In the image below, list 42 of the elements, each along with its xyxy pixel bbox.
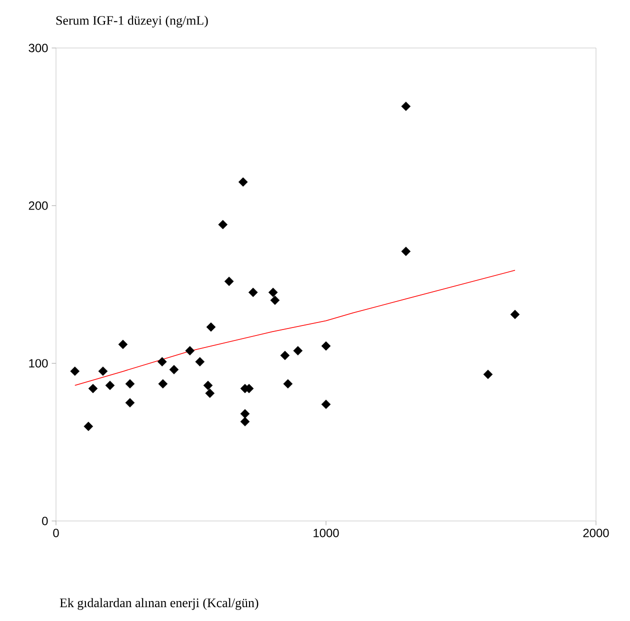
point: [238, 177, 248, 187]
point: [224, 276, 234, 286]
point: [321, 341, 331, 351]
point: [270, 296, 280, 305]
point: [248, 288, 258, 298]
point: [218, 220, 228, 230]
point: [125, 379, 135, 388]
y-tick-label: 100: [29, 359, 48, 368]
x-tick-label: 1000: [314, 528, 339, 538]
point: [510, 310, 520, 320]
point: [321, 400, 331, 409]
x-tick-label: 2000: [583, 528, 609, 538]
point: [280, 350, 290, 360]
point: [401, 246, 411, 256]
point: [158, 379, 168, 388]
point: [88, 384, 98, 394]
point: [118, 340, 128, 350]
point: [98, 366, 108, 376]
point: [205, 388, 215, 398]
point: [401, 102, 411, 112]
point: [293, 346, 303, 356]
x-axis-title: Ek gıdalardan alınan enerji (Kcal/gün): [60, 598, 258, 610]
point: [240, 409, 250, 418]
y-tick-label: 0: [42, 516, 48, 526]
point: [70, 366, 80, 376]
point: [240, 416, 250, 426]
point: [268, 288, 278, 298]
x-tick-label: 0: [53, 528, 59, 538]
point: [84, 422, 94, 432]
point: [125, 398, 135, 408]
point: [105, 380, 115, 390]
point: [185, 346, 195, 356]
point: [283, 379, 293, 388]
point: [206, 322, 216, 332]
y-tick-label: 200: [28, 201, 48, 210]
point: [157, 357, 167, 366]
y-tick-label: 300: [28, 44, 48, 52]
point: [195, 357, 205, 366]
point: [169, 364, 179, 374]
point: [483, 370, 493, 380]
point: [203, 380, 213, 390]
y-axis-title: Serum IGF-1 düzeyi (ng/mL): [56, 16, 208, 28]
